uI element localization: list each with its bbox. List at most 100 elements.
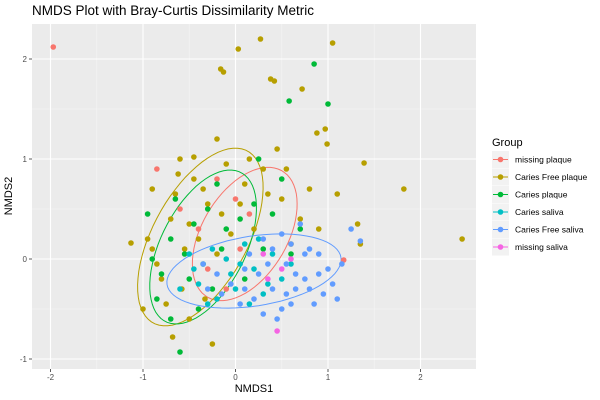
point-caries-plaque — [288, 251, 294, 257]
point-caries-free-saliva — [278, 231, 285, 237]
point-caries-free-saliva — [246, 251, 253, 257]
point-missing-saliva — [265, 276, 271, 282]
point-caries-free-plaque — [169, 334, 176, 340]
point-caries-free-saliva — [228, 281, 234, 287]
point-caries-plaque — [260, 246, 267, 252]
point-caries-free-saliva — [283, 291, 290, 297]
point-caries-free-saliva — [255, 271, 262, 277]
point-caries-free-plaque — [167, 216, 174, 222]
point-caries-plaque — [241, 276, 248, 282]
point-caries-free-saliva — [200, 261, 206, 267]
point-caries-free-plaque — [278, 196, 285, 202]
point-caries-free-saliva — [288, 241, 294, 247]
point-missing-plaque — [154, 166, 160, 172]
point-caries-free-saliva — [315, 271, 322, 277]
point-caries-free-plaque — [265, 191, 271, 197]
legend-label: Caries plaque — [515, 190, 568, 200]
point-caries-saliva — [246, 301, 253, 307]
point-caries-free-saliva — [288, 301, 294, 307]
point-caries-free-plaque — [271, 78, 278, 84]
point-missing-plaque — [246, 211, 253, 217]
point-caries-free-plaque — [324, 141, 330, 147]
point-caries-plaque — [218, 246, 225, 252]
point-caries-free-plaque — [223, 161, 230, 167]
point-caries-saliva — [209, 246, 216, 252]
point-caries-plaque — [186, 276, 193, 282]
point-caries-free-plaque — [334, 191, 341, 197]
point-caries-free-saliva — [260, 236, 267, 242]
y-axis-title: NMDS2 — [3, 177, 15, 216]
y-tick-label: -1 — [20, 355, 28, 364]
point-caries-plaque — [311, 61, 317, 67]
point-caries-free-plaque — [354, 221, 361, 227]
point-caries-free-plaque — [235, 46, 242, 52]
point-caries-free-plaque — [186, 316, 193, 322]
point-caries-free-saliva — [218, 291, 225, 297]
point-caries-plaque — [144, 211, 151, 217]
point-caries-plaque — [278, 176, 285, 182]
point-caries-free-saliva — [278, 306, 285, 312]
point-caries-free-plaque — [361, 160, 367, 166]
point-missing-plaque — [237, 246, 243, 252]
point-caries-free-saliva — [311, 301, 317, 307]
point-caries-saliva — [204, 301, 211, 307]
x-tick-label: -2 — [47, 373, 55, 382]
legend-key-point — [497, 226, 504, 233]
point-caries-free-plaque — [315, 226, 322, 232]
point-missing-saliva — [274, 328, 280, 334]
point-caries-free-saliva — [348, 226, 354, 232]
point-caries-saliva — [255, 236, 262, 242]
point-caries-saliva — [177, 286, 183, 292]
point-missing-saliva — [260, 251, 267, 257]
point-caries-free-saliva — [339, 261, 345, 267]
point-caries-free-saliva — [204, 286, 211, 292]
point-caries-plaque — [149, 256, 156, 262]
point-caries-plaque — [167, 236, 174, 242]
point-caries-free-plaque — [228, 231, 234, 237]
point-caries-free-saliva — [306, 246, 313, 252]
plot-panel — [32, 24, 476, 369]
point-caries-free-saliva — [302, 251, 308, 257]
point-caries-free-plaque — [274, 146, 280, 152]
point-caries-free-plaque — [200, 186, 206, 192]
point-caries-free-saliva — [251, 296, 257, 302]
y-tick-label: 2 — [23, 55, 28, 64]
point-caries-free-plaque — [459, 236, 465, 242]
point-caries-free-plaque — [204, 201, 211, 207]
point-caries-plaque — [223, 226, 230, 232]
point-caries-free-saliva — [241, 266, 248, 272]
point-caries-free-plaque — [322, 126, 329, 132]
point-caries-plaque — [177, 349, 183, 355]
point-caries-saliva — [241, 241, 248, 247]
point-caries-free-saliva — [325, 266, 331, 272]
point-caries-plaque — [297, 226, 304, 232]
point-caries-plaque — [191, 221, 197, 227]
point-caries-free-plaque — [251, 226, 257, 232]
point-caries-free-plaque — [329, 40, 336, 46]
point-caries-free-plaque — [220, 69, 227, 75]
ellipse-caries-free-saliva — [166, 233, 342, 309]
point-missing-saliva — [288, 256, 294, 262]
point-caries-plaque — [154, 296, 160, 302]
point-caries-plaque — [237, 216, 243, 222]
point-caries-free-saliva — [265, 261, 271, 267]
legend-key-point — [497, 191, 504, 198]
point-caries-free-saliva — [306, 286, 313, 292]
point-caries-free-plaque — [128, 240, 134, 246]
grid-lines — [32, 24, 476, 369]
point-caries-free-plaque — [214, 251, 220, 257]
point-caries-free-saliva — [269, 286, 276, 292]
point-caries-plaque — [255, 156, 262, 162]
point-caries-saliva — [237, 261, 243, 267]
point-caries-free-saliva — [315, 251, 322, 257]
point-caries-free-plaque — [163, 301, 169, 307]
point-caries-free-saliva — [329, 281, 336, 287]
point-caries-free-plaque — [149, 186, 156, 192]
point-caries-free-plaque — [314, 130, 320, 136]
x-tick-label: 0 — [233, 373, 238, 382]
point-caries-free-saliva — [241, 286, 248, 292]
point-caries-plaque — [286, 98, 292, 104]
point-caries-free-plaque — [209, 341, 216, 347]
legend-label: missing saliva — [515, 242, 568, 252]
